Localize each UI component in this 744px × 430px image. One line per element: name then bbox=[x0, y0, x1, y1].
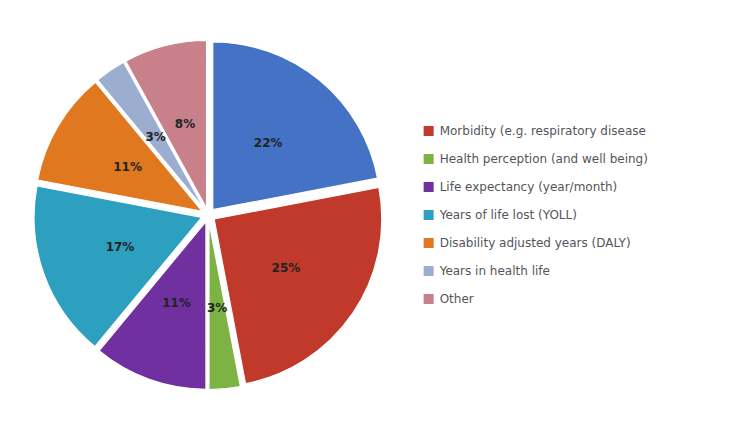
svg-text:3%: 3% bbox=[145, 130, 165, 144]
svg-text:17%: 17% bbox=[106, 240, 135, 254]
svg-text:Health perception (and well be: Health perception (and well being) bbox=[440, 152, 648, 166]
svg-text:Disability adjusted years (DAL: Disability adjusted years (DALY) bbox=[440, 236, 631, 250]
svg-text:Years of life lost (YOLL): Years of life lost (YOLL) bbox=[439, 208, 577, 222]
svg-text:11%: 11% bbox=[162, 296, 191, 310]
svg-text:Other: Other bbox=[440, 292, 474, 306]
svg-text:22%: 22% bbox=[254, 136, 283, 150]
svg-text:Years in health life: Years in health life bbox=[439, 264, 550, 278]
svg-text:Life expectancy (year/month): Life expectancy (year/month) bbox=[440, 180, 618, 194]
svg-text:11%: 11% bbox=[113, 160, 142, 174]
svg-text:25%: 25% bbox=[272, 261, 301, 275]
svg-text:8%: 8% bbox=[175, 117, 195, 131]
svg-text:Morbidity (e.g. respiratory di: Morbidity (e.g. respiratory disease bbox=[440, 124, 646, 138]
svg-text:3%: 3% bbox=[207, 301, 227, 315]
